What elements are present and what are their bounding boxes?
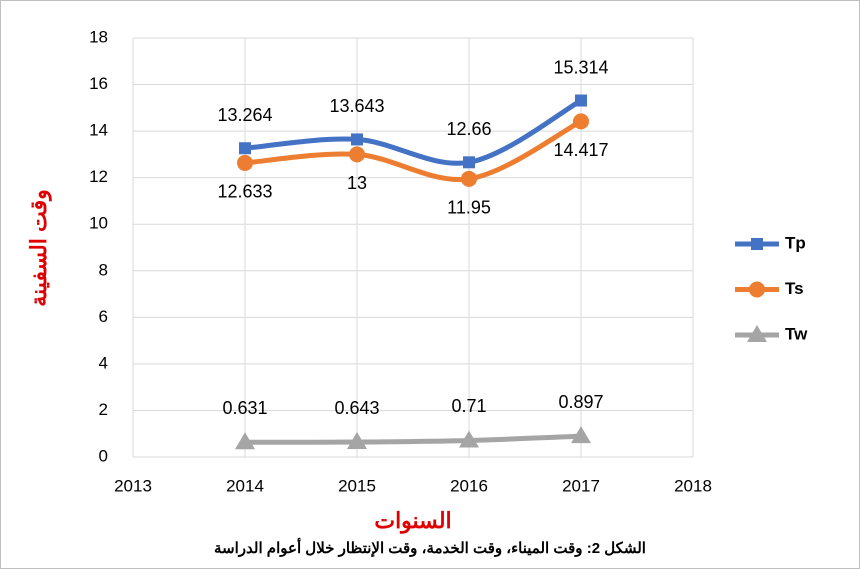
data-point [235, 432, 255, 450]
x-tick-label: 2013 [114, 476, 152, 495]
x-tick-label: 2018 [674, 476, 712, 495]
data-point [239, 142, 251, 155]
data-label: 0.643 [334, 398, 379, 418]
y-axis-title: وقت السفينة [26, 189, 52, 307]
series-line [242, 98, 584, 166]
legend-label: Tp [785, 233, 806, 252]
y-tick-label: 4 [99, 353, 108, 372]
data-label: 0.897 [558, 392, 603, 412]
data-point [349, 146, 365, 163]
data-label: 0.631 [222, 398, 267, 418]
data-label: 13.643 [329, 96, 384, 116]
y-tick-label: 8 [99, 260, 108, 279]
data-label: 14.417 [553, 140, 608, 160]
x-tick-label: 2014 [226, 476, 264, 495]
x-tick-label: 2016 [450, 476, 488, 495]
series-line [242, 433, 584, 445]
x-tick-label: 2017 [562, 476, 600, 495]
data-label: 12.66 [446, 119, 491, 139]
x-tick-label: 2015 [338, 476, 376, 495]
data-label: 13.264 [217, 105, 272, 125]
data-label: 12.633 [217, 182, 272, 202]
data-point [459, 430, 479, 448]
y-tick-label: 0 [99, 446, 108, 465]
chart-title: الشكل 2: وقت الميناء، وقت الخدمة، وقت ال… [214, 537, 646, 557]
data-point [575, 94, 587, 107]
y-tick-label: 12 [89, 167, 108, 186]
data-point [237, 154, 253, 171]
y-tick-label: 16 [89, 74, 108, 93]
data-label: 15.314 [553, 57, 608, 77]
x-axis-title: السنوات [374, 508, 451, 534]
legend-marker [749, 281, 765, 298]
series-line [242, 118, 584, 183]
data-point [463, 156, 475, 169]
legend-marker [747, 325, 767, 342]
data-point [347, 432, 367, 450]
y-tick-label: 18 [89, 27, 108, 46]
data-point [573, 113, 589, 130]
legend-label: Ts [785, 279, 804, 298]
y-tick-label: 14 [89, 121, 108, 140]
legend-marker [751, 238, 763, 250]
data-label: 13 [347, 173, 367, 193]
data-point [571, 426, 591, 444]
legend-label: Tw [785, 324, 808, 343]
data-label: 0.71 [451, 396, 486, 416]
data-label: 11.95 [447, 198, 491, 218]
y-tick-label: 6 [99, 307, 108, 326]
y-tick-label: 2 [99, 400, 108, 419]
y-tick-label: 10 [89, 214, 108, 233]
data-point [461, 170, 477, 187]
data-point [351, 133, 363, 146]
